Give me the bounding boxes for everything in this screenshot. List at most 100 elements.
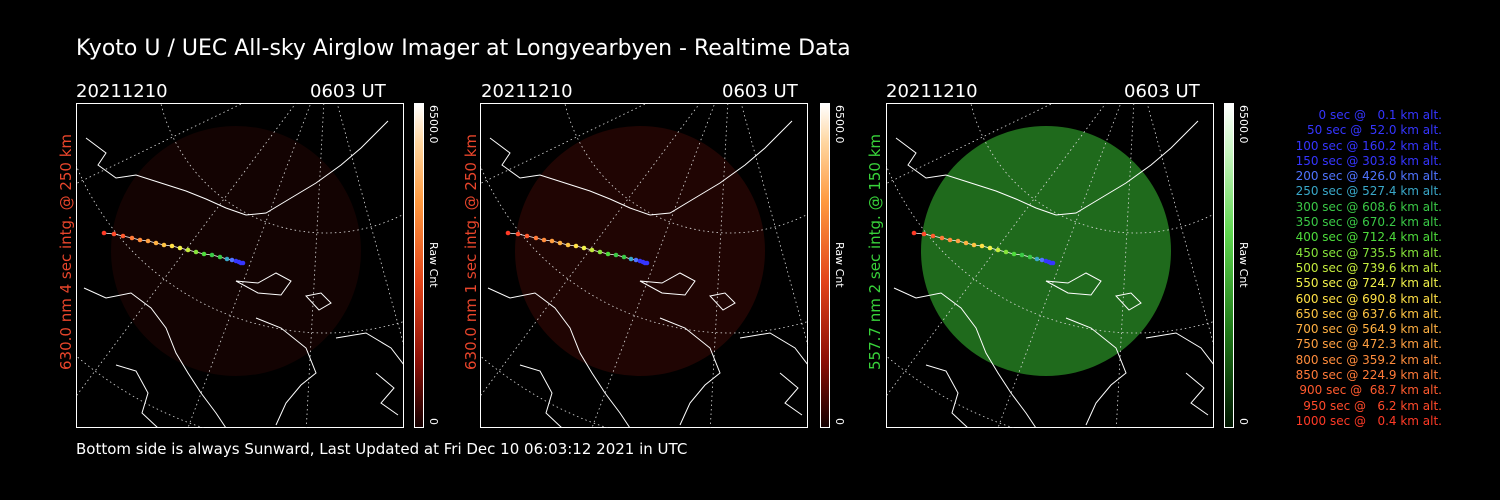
trajectory-marker <box>224 256 230 262</box>
trajectory-marker <box>911 230 917 236</box>
trajectory-marker <box>930 233 936 239</box>
legend-item: 900 sec @ 68.7 km alt. <box>1299 383 1442 398</box>
airglow-field <box>921 126 1171 376</box>
legend-item: 550 sec @ 724.7 km alt. <box>1295 276 1442 291</box>
latitude-gridline <box>970 103 1214 234</box>
trajectory-marker <box>1003 249 1009 255</box>
meridian-gridline <box>591 103 716 428</box>
trajectory-marker <box>628 256 634 262</box>
trajectory-marker <box>1011 251 1017 257</box>
legend-item: 700 sec @ 564.9 km alt. <box>1295 322 1442 337</box>
coastline-greenland <box>1055 120 1199 216</box>
island-coast <box>1045 272 1102 296</box>
trajectory-marker <box>524 233 530 239</box>
trajectory-marker <box>505 230 511 236</box>
island-coast <box>1115 292 1142 311</box>
coastline-south <box>659 317 721 426</box>
panel-time: 0603 UT <box>1124 81 1200 102</box>
trajectory-marker <box>971 242 977 248</box>
meridian-gridline <box>709 103 729 428</box>
colorbar-unit: Raw Cnt <box>427 242 440 288</box>
legend-item: 500 sec @ 739.6 km alt. <box>1295 260 1442 275</box>
trajectory-marker <box>565 242 571 248</box>
trajectory-marker <box>201 251 207 257</box>
trajectory-marker <box>129 235 135 241</box>
trajectory-marker <box>185 247 191 253</box>
trajectory-marker <box>557 240 563 246</box>
panel-time: 0603 UT <box>722 81 798 102</box>
island-coast <box>639 272 696 296</box>
coastline-west <box>487 287 631 428</box>
allsky-map[interactable] <box>76 103 404 428</box>
panel-date: 20211210 <box>481 81 573 102</box>
latitude-gridline <box>564 103 808 234</box>
colorbar-min: 0 <box>427 418 440 425</box>
island-coast <box>235 272 292 296</box>
colorbar-min: 0 <box>833 418 846 425</box>
trajectory-marker <box>193 249 199 255</box>
trajectory-marker <box>111 231 117 237</box>
trajectory-marker <box>549 238 555 244</box>
meridian-gridline <box>740 103 808 348</box>
legend-item: 1000 sec @ 0.4 km alt. <box>1295 413 1442 428</box>
trajectory-marker <box>209 252 215 258</box>
trajectory-marker <box>947 237 953 243</box>
trajectory-marker <box>217 254 223 260</box>
latitude-gridline <box>886 163 1214 334</box>
legend-item: 750 sec @ 472.3 km alt. <box>1295 337 1442 352</box>
page-title: Kyoto U / UEC All-sky Airglow Imager at … <box>76 36 851 61</box>
panel-label: 630.0 nm 1 sec intg. @ 250 km <box>462 133 480 370</box>
trajectory-marker <box>573 243 579 249</box>
coastline-southwest <box>925 364 969 428</box>
legend-item: 50 sec @ 52.0 km alt. <box>1307 123 1442 138</box>
footer-status: Bottom side is always Sunward, Last Upda… <box>76 440 688 458</box>
colorbar-max: 6500.0 <box>427 105 440 144</box>
trajectory-marker <box>169 243 175 249</box>
allsky-map[interactable] <box>886 103 1214 428</box>
meridian-gridline <box>305 103 325 428</box>
trajectory-marker <box>963 240 969 246</box>
allsky-map[interactable] <box>480 103 808 428</box>
panel-time: 0603 UT <box>310 81 386 102</box>
trajectory-marker <box>987 245 993 251</box>
trajectory-legend: 0 sec @ 0.1 km alt. 50 sec @ 52.0 km alt… <box>1242 108 1442 429</box>
trajectory-marker <box>581 245 587 251</box>
meridian-gridline <box>997 103 1122 428</box>
legend-item: 200 sec @ 426.0 km alt. <box>1295 169 1442 184</box>
trajectory-marker <box>589 247 595 253</box>
coastline-east <box>1145 332 1214 366</box>
coastline-north <box>85 137 247 216</box>
colorbar-max: 6500.0 <box>833 105 846 144</box>
trajectory-marker <box>597 249 603 255</box>
trajectory-marker <box>979 243 985 249</box>
meridian-gridline <box>336 103 404 348</box>
trajectory-marker <box>644 260 650 266</box>
latitude-gridline <box>76 163 404 334</box>
colorbar <box>1224 103 1234 428</box>
panel-date: 20211210 <box>76 81 168 102</box>
trajectory-marker <box>101 230 107 236</box>
colorbar-unit: Raw Cnt <box>833 242 846 288</box>
colorbar <box>820 103 830 428</box>
trajectory-marker <box>515 231 521 237</box>
trajectory-marker <box>533 235 539 241</box>
legend-item: 800 sec @ 359.2 km alt. <box>1295 352 1442 367</box>
island-coast <box>709 292 736 311</box>
coastline-southeast <box>375 372 399 416</box>
trajectory-marker <box>955 238 961 244</box>
legend-item: 450 sec @ 735.5 km alt. <box>1295 245 1442 260</box>
meridian-gridline <box>1115 103 1135 428</box>
island-coast <box>305 292 332 311</box>
trajectory-marker <box>240 260 246 266</box>
colorbar <box>414 103 424 428</box>
trajectory-marker <box>177 245 183 251</box>
trajectory-marker <box>621 254 627 260</box>
legend-item: 400 sec @ 712.4 km alt. <box>1295 230 1442 245</box>
legend-item: 100 sec @ 160.2 km alt. <box>1295 138 1442 153</box>
meridian-gridline <box>480 103 701 397</box>
airglow-field <box>111 126 361 376</box>
trajectory-marker <box>1039 257 1045 263</box>
panel-label: 630.0 nm 4 sec intg. @ 250 km <box>57 133 75 370</box>
trajectory-marker <box>605 251 611 257</box>
meridian-gridline <box>886 103 1107 397</box>
